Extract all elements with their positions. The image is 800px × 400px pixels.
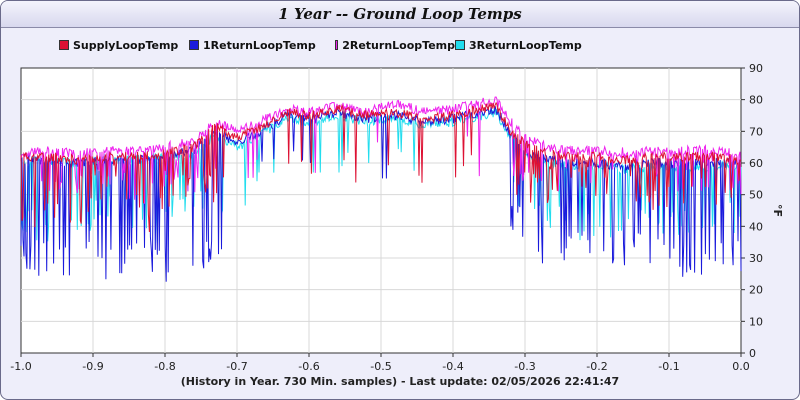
y-tick-label: 40 bbox=[749, 220, 763, 233]
x-tick-label: -0.3 bbox=[514, 360, 535, 373]
legend-label-return2: 2ReturnLoopTemp bbox=[342, 38, 455, 52]
x-tick-label: 0.0 bbox=[732, 360, 750, 373]
legend-swatch-return1 bbox=[189, 40, 199, 50]
series-line-SupplyLoopTemp bbox=[20, 101, 742, 233]
x-tick-label: -0.7 bbox=[226, 360, 247, 373]
legend-label-return3: 3ReturnLoopTemp bbox=[469, 38, 582, 52]
legend-label-supply: SupplyLoopTemp bbox=[73, 38, 179, 52]
x-tick-label: -0.5 bbox=[370, 360, 391, 373]
legend-label-return1: 1ReturnLoopTemp bbox=[203, 38, 316, 52]
y-tick-label: 20 bbox=[749, 284, 763, 297]
y-tick-label: 0 bbox=[749, 347, 756, 360]
y-tick-label: 50 bbox=[749, 189, 763, 202]
legend-swatch-return2 bbox=[335, 40, 339, 50]
legend-item-return2: 2ReturnLoopTemp bbox=[335, 38, 455, 52]
x-tick-label: -0.2 bbox=[586, 360, 607, 373]
y-tick-label: 60 bbox=[749, 157, 763, 170]
y-tick-label: 30 bbox=[749, 252, 763, 265]
x-tick-label: -0.6 bbox=[298, 360, 319, 373]
footer-status: (History in Year. 730 Min. samples) - La… bbox=[180, 375, 620, 388]
legend-swatch-supply bbox=[59, 40, 69, 50]
x-tick-label: -0.8 bbox=[154, 360, 175, 373]
x-tick-label: -1.0 bbox=[10, 360, 31, 373]
legend-swatch-return3 bbox=[455, 40, 465, 50]
y-tick-label: 70 bbox=[749, 125, 763, 138]
y-tick-label: 90 bbox=[749, 62, 763, 75]
x-tick-label: -0.9 bbox=[82, 360, 103, 373]
legend-item-supply: SupplyLoopTemp bbox=[59, 38, 189, 52]
legend: SupplyLoopTemp 1ReturnLoopTemp 2ReturnLo… bbox=[59, 38, 582, 52]
y-axis-label: °F bbox=[771, 204, 784, 217]
y-tick-label: 10 bbox=[749, 315, 763, 328]
series-line-2ReturnLoopTemp bbox=[20, 96, 742, 211]
chart-title: 1 Year -- Ground Loop Temps bbox=[1, 1, 799, 28]
x-tick-label: -0.1 bbox=[658, 360, 679, 373]
y-tick-label: 80 bbox=[749, 94, 763, 107]
x-tick-label: -0.4 bbox=[442, 360, 463, 373]
legend-item-return1: 1ReturnLoopTemp bbox=[189, 38, 335, 52]
legend-item-return3: 3ReturnLoopTemp bbox=[455, 38, 582, 52]
